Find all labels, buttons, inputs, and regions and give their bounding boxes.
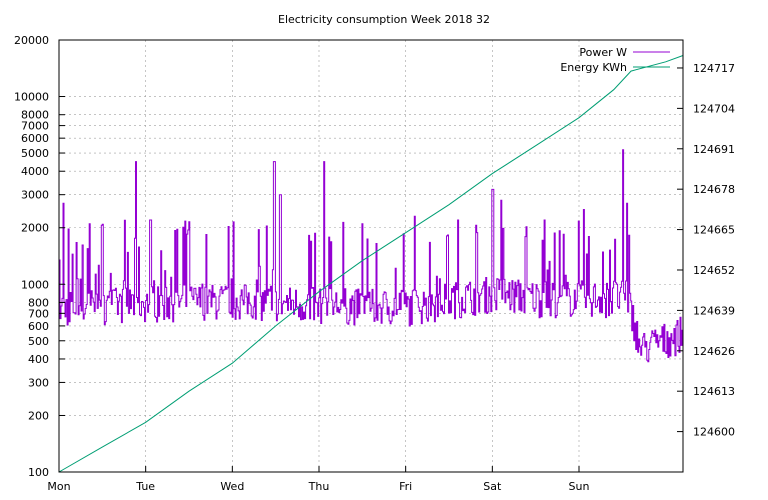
y-left-tick-label: 1000 [21,278,49,291]
y-left-tick-label: 10000 [14,91,49,104]
x-tick-label: Wed [220,480,244,493]
y-right-tick-label: 124678 [693,183,735,196]
y-right-tick-label: 124613 [693,385,735,398]
y-left-tick-label: 5000 [21,147,49,160]
series-power-w-line [59,149,684,363]
y-right-tick-label: 124717 [693,62,735,75]
y-right-tick-label: 124691 [693,143,735,156]
x-tick-label: Sun [569,480,590,493]
x-tick-label: Thu [308,480,330,493]
chart-title: Electricity consumption Week 2018 32 [278,13,490,26]
y-left-tick-label: 300 [28,376,49,389]
y-right-tick-label: 124652 [693,264,735,277]
x-tick-label: Tue [135,480,155,493]
y-left-tick-label: 700 [28,307,49,320]
y-left-tick-label: 20000 [14,34,49,47]
y-left-tick-label: 3000 [21,189,49,202]
y-left-tick-label: 800 [28,296,49,309]
legend: Power W Energy KWh [560,46,670,74]
plot-frame [58,39,684,473]
y-left-tick-label: 600 [28,320,49,333]
y-right-tick-label: 124665 [693,224,735,237]
y-left-tick-label: 6000 [21,132,49,145]
y-left-tick-label: 500 [28,335,49,348]
y-left-tick-label: 4000 [21,165,49,178]
y-left-tick-label: 200 [28,409,49,422]
y-right-tick-label: 124626 [693,345,735,358]
y-left-tick-label: 7000 [21,120,49,133]
x-tick-label: Fri [399,480,412,493]
y-right-tick-label: 124639 [693,304,735,317]
y-right-tick-label: 124704 [693,102,735,115]
y-right-tick-label: 124600 [693,426,735,439]
x-tick-label: Mon [47,480,70,493]
y-left-tick-label: 8000 [21,109,49,122]
legend-label: Power W [579,46,627,59]
y-left-tick-label: 2000 [21,222,49,235]
y-left-tick-label: 100 [28,466,49,479]
x-tick-label: Sat [483,480,502,493]
legend-label: Energy KWh [560,61,627,74]
series-energy-kwh-line [58,55,684,473]
y-left-tick-label: 400 [28,353,49,366]
